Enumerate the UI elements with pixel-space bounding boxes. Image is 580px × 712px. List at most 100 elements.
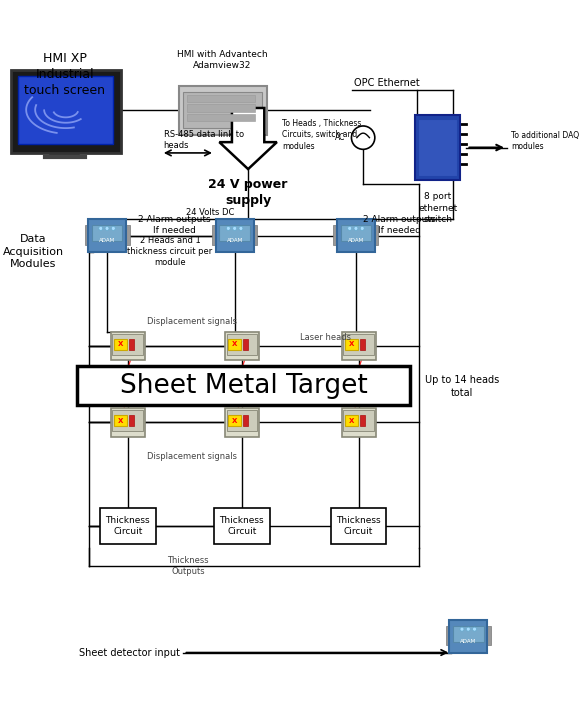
FancyBboxPatch shape	[345, 415, 358, 426]
FancyBboxPatch shape	[187, 105, 255, 112]
FancyBboxPatch shape	[242, 415, 248, 426]
Text: X: X	[118, 341, 123, 347]
FancyBboxPatch shape	[227, 333, 257, 355]
FancyBboxPatch shape	[334, 225, 338, 245]
FancyBboxPatch shape	[183, 92, 263, 127]
FancyBboxPatch shape	[11, 70, 121, 153]
Text: X: X	[349, 418, 354, 424]
FancyBboxPatch shape	[229, 415, 241, 426]
Text: ADAM: ADAM	[227, 239, 243, 244]
FancyBboxPatch shape	[111, 332, 145, 360]
FancyBboxPatch shape	[453, 626, 484, 642]
FancyBboxPatch shape	[129, 339, 134, 350]
FancyBboxPatch shape	[486, 626, 491, 645]
FancyBboxPatch shape	[18, 75, 113, 144]
Text: Thickness
Outputs: Thickness Outputs	[167, 556, 209, 576]
FancyBboxPatch shape	[225, 332, 259, 360]
FancyBboxPatch shape	[129, 415, 134, 426]
FancyBboxPatch shape	[340, 225, 371, 241]
Text: X: X	[232, 341, 237, 347]
FancyBboxPatch shape	[77, 366, 410, 405]
FancyBboxPatch shape	[343, 410, 374, 431]
Text: Displacement signals: Displacement signals	[147, 318, 237, 326]
FancyBboxPatch shape	[229, 339, 241, 350]
Text: Thickness
Circuit: Thickness Circuit	[336, 515, 381, 536]
FancyBboxPatch shape	[415, 115, 460, 180]
Circle shape	[111, 226, 115, 231]
FancyBboxPatch shape	[446, 626, 450, 645]
Text: Sheet detector input: Sheet detector input	[79, 647, 180, 657]
FancyBboxPatch shape	[88, 219, 126, 252]
FancyBboxPatch shape	[374, 225, 378, 245]
FancyBboxPatch shape	[187, 115, 255, 122]
Text: HMI XP
Industrial
touch screen: HMI XP Industrial touch screen	[24, 52, 106, 98]
Text: Displacement signals: Displacement signals	[147, 452, 237, 461]
FancyBboxPatch shape	[179, 85, 267, 135]
Circle shape	[99, 226, 103, 231]
FancyBboxPatch shape	[114, 415, 127, 426]
FancyBboxPatch shape	[343, 333, 374, 355]
FancyBboxPatch shape	[92, 225, 122, 241]
FancyBboxPatch shape	[125, 225, 129, 245]
Text: Data
Acquisition
Modules: Data Acquisition Modules	[3, 234, 64, 269]
Text: ADAM: ADAM	[99, 239, 115, 244]
FancyBboxPatch shape	[85, 225, 89, 245]
Text: Sheet Metal Target: Sheet Metal Target	[119, 372, 368, 399]
FancyBboxPatch shape	[111, 408, 145, 437]
Circle shape	[360, 226, 364, 231]
FancyBboxPatch shape	[212, 225, 217, 245]
Text: HMI with Advantech
Adamview32: HMI with Advantech Adamview32	[177, 50, 267, 70]
Text: To additional DAQ
modules: To additional DAQ modules	[512, 131, 579, 151]
Text: OPC Ethernet: OPC Ethernet	[354, 78, 420, 88]
Text: 24 V power
supply: 24 V power supply	[208, 178, 288, 207]
FancyBboxPatch shape	[214, 508, 270, 544]
Text: X: X	[232, 418, 237, 424]
Circle shape	[233, 226, 237, 231]
Text: Up to 14 heads
total: Up to 14 heads total	[425, 375, 499, 398]
FancyBboxPatch shape	[342, 332, 376, 360]
Circle shape	[239, 226, 243, 231]
FancyBboxPatch shape	[342, 408, 376, 437]
FancyBboxPatch shape	[114, 339, 127, 350]
FancyBboxPatch shape	[187, 95, 255, 102]
FancyBboxPatch shape	[219, 225, 250, 241]
Text: ADAM: ADAM	[348, 239, 364, 244]
FancyBboxPatch shape	[113, 410, 143, 431]
Text: Laser heads: Laser heads	[300, 333, 351, 342]
FancyBboxPatch shape	[253, 225, 257, 245]
Text: X: X	[349, 341, 354, 347]
Text: AC: AC	[335, 133, 345, 142]
FancyBboxPatch shape	[227, 410, 257, 431]
Text: RS-485 data link to
heads: RS-485 data link to heads	[164, 130, 244, 150]
FancyBboxPatch shape	[360, 415, 365, 426]
FancyBboxPatch shape	[360, 339, 365, 350]
FancyBboxPatch shape	[345, 339, 358, 350]
FancyBboxPatch shape	[450, 620, 487, 652]
Circle shape	[351, 126, 375, 150]
Circle shape	[466, 627, 470, 631]
Circle shape	[460, 627, 464, 631]
FancyBboxPatch shape	[216, 219, 253, 252]
FancyBboxPatch shape	[331, 508, 386, 544]
FancyBboxPatch shape	[100, 508, 155, 544]
Circle shape	[473, 627, 477, 631]
Circle shape	[105, 226, 109, 231]
Text: Thickness
Circuit: Thickness Circuit	[219, 515, 264, 536]
FancyBboxPatch shape	[225, 408, 259, 437]
Text: 2 Alarm outputs
If needed: 2 Alarm outputs If needed	[362, 215, 436, 235]
Text: X: X	[118, 418, 123, 424]
Circle shape	[354, 226, 358, 231]
Text: Thickness
Circuit: Thickness Circuit	[106, 515, 150, 536]
FancyBboxPatch shape	[242, 339, 248, 350]
Text: 2 Heads and 1
thickness circuit per
module: 2 Heads and 1 thickness circuit per modu…	[128, 236, 212, 268]
Text: 2 Alarm outputs
If needed: 2 Alarm outputs If needed	[138, 215, 211, 235]
Text: ADAM: ADAM	[460, 639, 476, 644]
Text: 24 Volts DC: 24 Volts DC	[186, 208, 234, 216]
FancyBboxPatch shape	[113, 333, 143, 355]
Polygon shape	[219, 108, 277, 169]
Text: 8 port
ethernet
switch: 8 port ethernet switch	[418, 192, 458, 224]
Circle shape	[226, 226, 230, 231]
Text: To Heads , Thickness
Circuits, switch and
modules: To Heads , Thickness Circuits, switch an…	[282, 120, 362, 150]
Circle shape	[347, 226, 351, 231]
FancyBboxPatch shape	[418, 119, 458, 177]
